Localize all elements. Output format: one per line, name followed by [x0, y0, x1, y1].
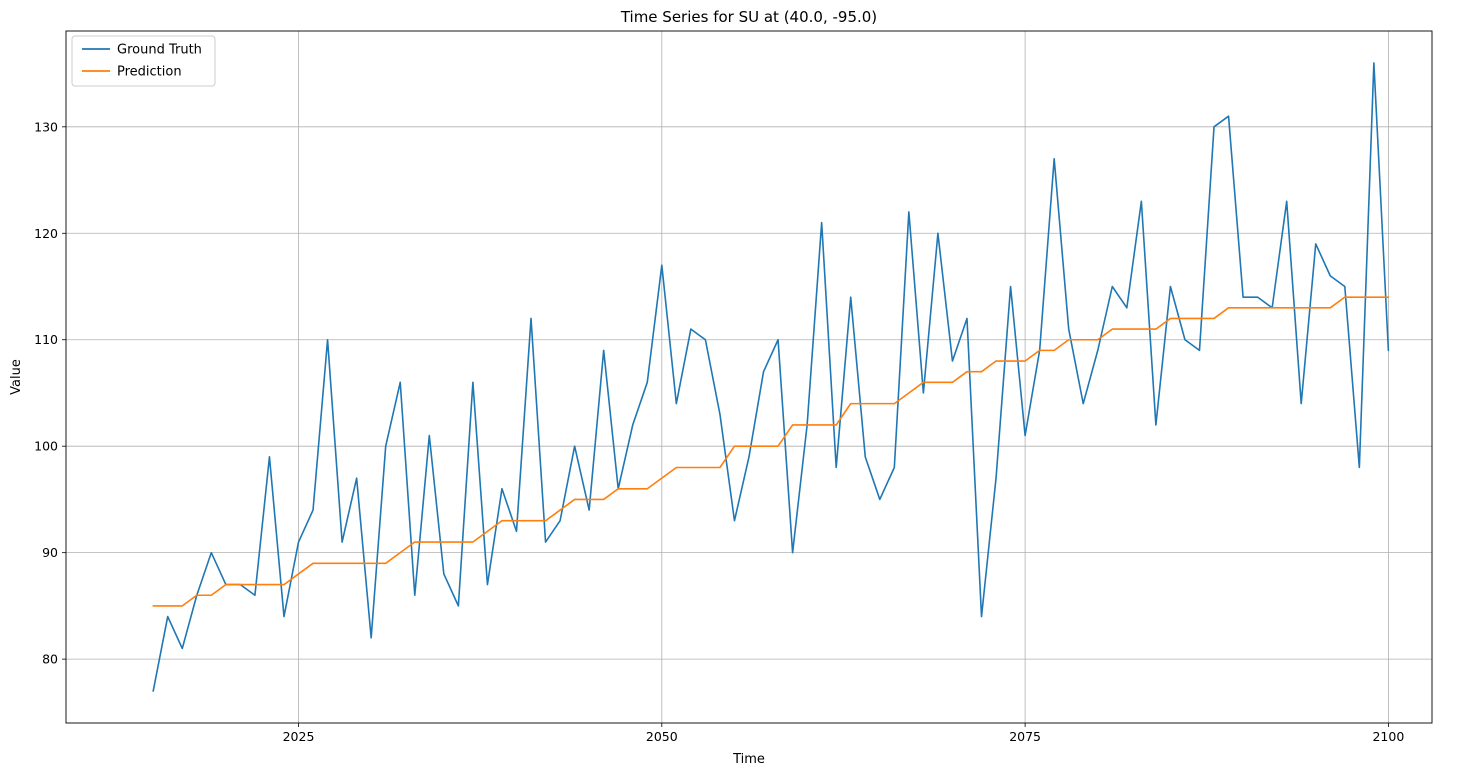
chart-title: Time Series for SU at (40.0, -95.0)	[620, 8, 877, 26]
axis-ticks: 2025 2050 2075 2100 80 90 100 110 120 130	[34, 119, 1404, 744]
legend: Ground Truth Prediction	[71, 35, 216, 87]
y-tick-label: 80	[42, 652, 58, 667]
x-tick-label: 2075	[1009, 729, 1041, 744]
y-tick-label: 110	[34, 332, 58, 347]
x-axis-label: Time	[732, 752, 765, 767]
grid	[66, 31, 1432, 723]
series-lines	[152, 62, 1390, 692]
plot-frame	[65, 30, 1433, 724]
legend-entry-label: Ground Truth	[117, 43, 202, 58]
y-tick-label: 90	[42, 545, 58, 560]
series-line-ground-truth	[152, 62, 1390, 692]
series-line-prediction	[152, 296, 1390, 607]
x-tick-label: 2025	[283, 729, 315, 744]
y-tick-label: 120	[34, 226, 58, 241]
legend-entry-label: Prediction	[117, 65, 182, 80]
y-tick-label: 130	[34, 119, 58, 134]
y-tick-label: 100	[34, 439, 58, 454]
y-axis-label: Value	[9, 359, 24, 395]
x-tick-label: 2050	[646, 729, 678, 744]
x-tick-label: 2100	[1372, 729, 1404, 744]
